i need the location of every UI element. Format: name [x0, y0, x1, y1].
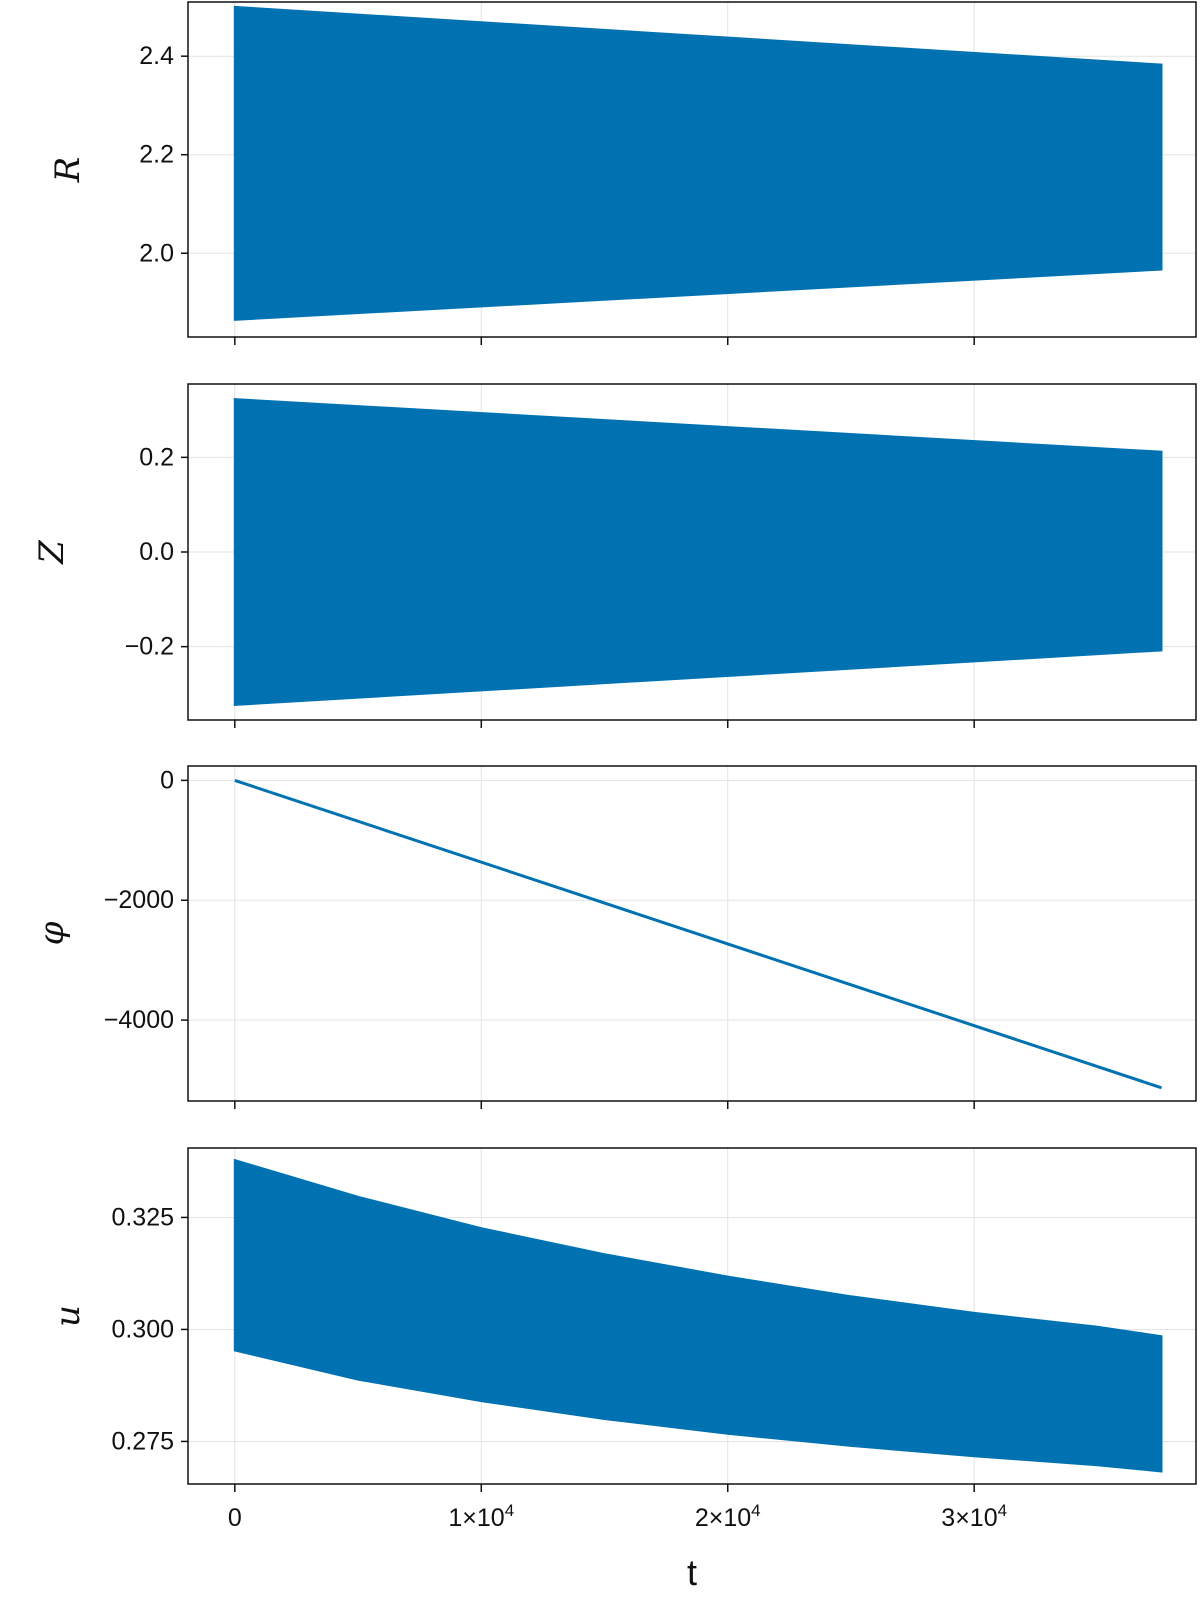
x-tick-label: 3×104	[941, 1501, 1007, 1532]
y-axis-label: R	[48, 157, 88, 184]
y-tick-label: 2.4	[139, 42, 174, 70]
y-tick-label: 2.0	[139, 239, 174, 267]
oscillation-band-z	[233, 398, 1163, 706]
y-tick-label: 0.325	[111, 1203, 174, 1231]
x-tick-label: 2×104	[695, 1501, 761, 1532]
plot-frame	[187, 1, 1197, 338]
panel-z: −0.2 0.0 0.2 Z	[32, 383, 1197, 728]
y-axis-label: Z	[32, 539, 72, 565]
x-axis-label: t	[687, 1552, 697, 1593]
panel-u: 0.275 0.300 0.325 u 0 1×104 2×104 3×104 t	[48, 1147, 1197, 1593]
plot-frame	[187, 765, 1197, 1102]
y-tick-label: 0.275	[111, 1427, 174, 1455]
y-axis-label: φ	[32, 921, 72, 945]
plot-frame	[187, 1147, 1197, 1485]
x-tick-label: 1×104	[448, 1501, 514, 1532]
y-axis-label: u	[48, 1305, 88, 1327]
y-tick-label: 0.300	[111, 1315, 174, 1343]
y-tick-label: −2000	[104, 886, 174, 914]
oscillation-band-r	[233, 5, 1163, 321]
x-tick-label: 0	[228, 1504, 242, 1532]
panel-r: 2.0 2.2 2.4 R	[48, 1, 1197, 345]
y-tick-label: 0	[160, 766, 174, 794]
y-tick-label: 2.2	[139, 141, 174, 169]
series-line-phi	[234, 778, 1162, 1090]
y-tick-label: 0.0	[139, 538, 174, 566]
oscillation-band-u	[233, 1158, 1163, 1473]
panel-phi: −4000 −2000 0 φ	[32, 765, 1197, 1109]
y-tick-label: 0.2	[139, 443, 174, 471]
y-tick-label: −4000	[104, 1006, 174, 1034]
y-tick-label: −0.2	[125, 633, 174, 661]
